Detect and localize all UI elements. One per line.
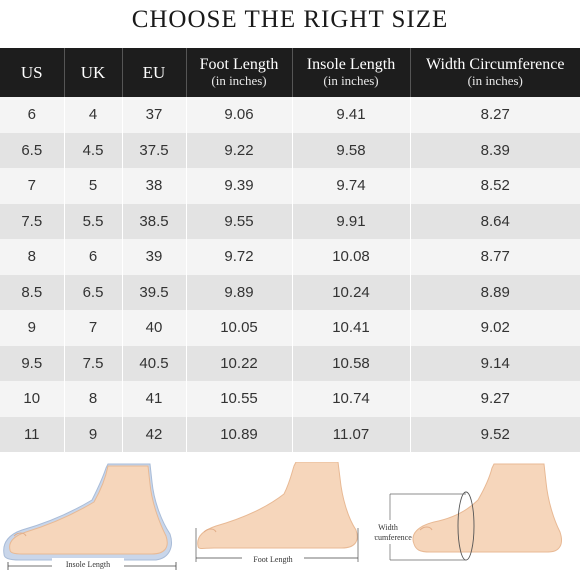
measurement-illustrations: Insole Length Foot Length Width Circumfe… bbox=[0, 462, 580, 580]
foot-length-diagram: Foot Length bbox=[195, 462, 359, 564]
header-eu: EU bbox=[122, 48, 187, 97]
cell-uk: 8 bbox=[64, 381, 123, 417]
table-row: 9 7 40 10.05 10.41 9.02 bbox=[0, 310, 580, 346]
cell-eu: 38.5 bbox=[122, 203, 187, 239]
cell-uk: 6.5 bbox=[64, 274, 123, 310]
cell-us: 10 bbox=[0, 381, 65, 417]
insole-length-label: Insole Length bbox=[66, 560, 110, 569]
foot-length-label: Foot Length bbox=[253, 555, 292, 564]
cell-us: 6 bbox=[0, 97, 65, 133]
cell-us: 6.5 bbox=[0, 132, 65, 168]
toe-line bbox=[13, 532, 27, 537]
label-backdrop bbox=[242, 552, 304, 564]
header-width-circumference: Width Circumference (in inches) bbox=[410, 48, 580, 97]
cell-width-circumference: 8.64 bbox=[410, 203, 580, 239]
table-row: 7.5 5.5 38.5 9.55 9.91 8.64 bbox=[0, 203, 580, 239]
cell-foot-length: 9.55 bbox=[186, 203, 293, 239]
foot-shape bbox=[9, 465, 168, 555]
cell-eu: 40.5 bbox=[122, 345, 187, 381]
cell-foot-length: 10.89 bbox=[186, 416, 293, 452]
cell-foot-length: 9.89 bbox=[186, 274, 293, 310]
cell-uk: 5.5 bbox=[64, 203, 123, 239]
cell-eu: 39.5 bbox=[122, 274, 187, 310]
cell-width-circumference: 8.89 bbox=[410, 274, 580, 310]
cell-uk: 7.5 bbox=[64, 345, 123, 381]
insole-length-diagram: Insole Length bbox=[3, 463, 177, 570]
cell-uk: 7 bbox=[64, 310, 123, 346]
cell-foot-length: 9.39 bbox=[186, 168, 293, 204]
table-row: 6.5 4.5 37.5 9.22 9.58 8.39 bbox=[0, 132, 580, 168]
cell-foot-length: 9.22 bbox=[186, 132, 293, 168]
cell-eu: 37 bbox=[122, 97, 187, 133]
width-circumference-diagram: Width Circumference bbox=[374, 463, 562, 561]
cell-insole-length: 9.58 bbox=[292, 132, 411, 168]
foot-shape bbox=[197, 462, 358, 549]
foot-shape bbox=[412, 463, 562, 553]
page-title: CHOOSE THE RIGHT SIZE bbox=[131, 6, 449, 33]
table-header-row: US UK EU Foot Length (in inches) Insole L… bbox=[0, 48, 580, 97]
table-row: 8 6 39 9.72 10.08 8.77 bbox=[0, 239, 580, 275]
cell-insole-length: 9.74 bbox=[292, 168, 411, 204]
header-uk: UK bbox=[64, 48, 123, 97]
header-insole-length: Insole Length (in inches) bbox=[292, 48, 411, 97]
cell-us: 8 bbox=[0, 239, 65, 275]
cell-insole-length: 11.07 bbox=[292, 416, 411, 452]
toe-line bbox=[203, 528, 217, 533]
cell-insole-length: 10.24 bbox=[292, 274, 411, 310]
width-label-line2: Circumference bbox=[374, 533, 412, 542]
cell-us: 7 bbox=[0, 168, 65, 204]
cell-insole-length: 9.91 bbox=[292, 203, 411, 239]
table-row: 7 5 38 9.39 9.74 8.52 bbox=[0, 168, 580, 204]
cell-eu: 40 bbox=[122, 310, 187, 346]
cell-uk: 6 bbox=[64, 239, 123, 275]
cell-uk: 9 bbox=[64, 416, 123, 452]
cell-width-circumference: 9.27 bbox=[410, 381, 580, 417]
cell-insole-length: 10.74 bbox=[292, 381, 411, 417]
cell-insole-length: 10.58 bbox=[292, 345, 411, 381]
width-label-line1: Width bbox=[378, 523, 398, 532]
cell-width-circumference: 8.77 bbox=[410, 239, 580, 275]
table-row: 10 8 41 10.55 10.74 9.27 bbox=[0, 381, 580, 417]
table-row: 8.5 6.5 39.5 9.89 10.24 8.89 bbox=[0, 274, 580, 310]
cell-us: 9 bbox=[0, 310, 65, 346]
cell-us: 9.5 bbox=[0, 345, 65, 381]
toe-line bbox=[419, 526, 433, 531]
cell-width-circumference: 9.02 bbox=[410, 310, 580, 346]
cell-foot-length: 10.55 bbox=[186, 381, 293, 417]
cell-insole-length: 9.41 bbox=[292, 97, 411, 133]
header-us: US bbox=[0, 48, 65, 97]
cell-insole-length: 10.41 bbox=[292, 310, 411, 346]
cell-foot-length: 9.06 bbox=[186, 97, 293, 133]
cell-eu: 41 bbox=[122, 381, 187, 417]
cell-uk: 4.5 bbox=[64, 132, 123, 168]
cell-us: 7.5 bbox=[0, 203, 65, 239]
cell-uk: 4 bbox=[64, 97, 123, 133]
table-row: 6 4 37 9.06 9.41 8.27 bbox=[0, 97, 580, 133]
cell-eu: 37.5 bbox=[122, 132, 187, 168]
cell-width-circumference: 9.14 bbox=[410, 345, 580, 381]
cell-width-circumference: 8.39 bbox=[410, 132, 580, 168]
table-row: 9.5 7.5 40.5 10.22 10.58 9.14 bbox=[0, 345, 580, 381]
cell-eu: 39 bbox=[122, 239, 187, 275]
cell-foot-length: 9.72 bbox=[186, 239, 293, 275]
header-foot-length: Foot Length (in inches) bbox=[186, 48, 293, 97]
cell-width-circumference: 9.52 bbox=[410, 416, 580, 452]
size-chart-table: US UK EU Foot Length (in inches) Insole L… bbox=[0, 48, 580, 452]
cell-insole-length: 10.08 bbox=[292, 239, 411, 275]
cell-us: 8.5 bbox=[0, 274, 65, 310]
cell-width-circumference: 8.52 bbox=[410, 168, 580, 204]
cell-eu: 38 bbox=[122, 168, 187, 204]
cell-us: 11 bbox=[0, 416, 65, 452]
cell-foot-length: 10.05 bbox=[186, 310, 293, 346]
cell-uk: 5 bbox=[64, 168, 123, 204]
cell-foot-length: 10.22 bbox=[186, 345, 293, 381]
label-backdrop bbox=[52, 558, 124, 570]
cell-width-circumference: 8.27 bbox=[410, 97, 580, 133]
table-row: 11 9 42 10.89 11.07 9.52 bbox=[0, 416, 580, 452]
cell-eu: 42 bbox=[122, 416, 187, 452]
